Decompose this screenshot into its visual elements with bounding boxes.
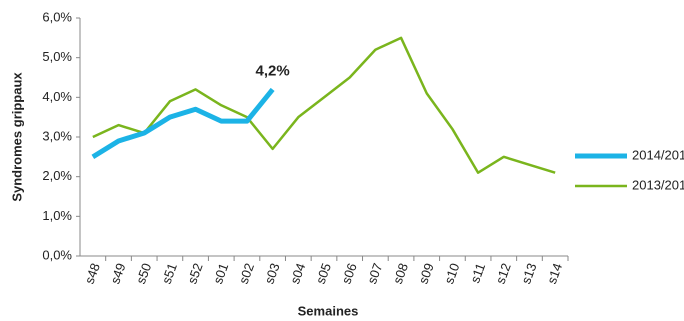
x-tick-label: s04	[287, 261, 308, 286]
y-tick-label: 0,0%	[42, 247, 72, 262]
x-tick-label: s14	[544, 261, 565, 286]
x-tick-label: s09	[416, 261, 437, 286]
y-axis-title: Syndromes grippaux	[9, 72, 24, 202]
x-tick-label: s03	[261, 261, 282, 286]
x-tick-label: s07	[364, 261, 385, 286]
y-tick-label: 2,0%	[42, 168, 72, 183]
y-tick-label: 4,0%	[42, 89, 72, 104]
x-tick-label: s52	[184, 261, 205, 286]
series-line	[91, 87, 275, 159]
x-tick-label: s50	[133, 261, 154, 286]
data-label: 4,2%	[256, 62, 290, 79]
legend-label: 2014/2015	[632, 147, 684, 162]
x-tick-label: s01	[210, 261, 231, 286]
series-line	[92, 36, 556, 174]
legend-label: 2013/2014	[632, 177, 684, 192]
x-tick-label: s11	[467, 261, 488, 285]
x-axis-title: Semaines	[298, 303, 359, 318]
x-tick-label: s51	[159, 261, 180, 286]
x-tick-label: s06	[338, 261, 359, 286]
x-tick-label: s12	[493, 261, 514, 286]
x-tick-label: s05	[313, 261, 334, 286]
x-tick-label: s08	[390, 261, 411, 286]
x-tick-label: s13	[518, 261, 539, 286]
x-tick-label: s10	[441, 261, 462, 286]
x-tick-label: s48	[82, 261, 103, 286]
x-tick-label: s49	[107, 261, 128, 286]
y-tick-label: 5,0%	[42, 49, 72, 64]
y-tick-label: 1,0%	[42, 208, 72, 223]
y-tick-label: 3,0%	[42, 128, 72, 143]
y-tick-label: 6,0%	[42, 9, 72, 24]
x-tick-label: s02	[236, 261, 257, 286]
